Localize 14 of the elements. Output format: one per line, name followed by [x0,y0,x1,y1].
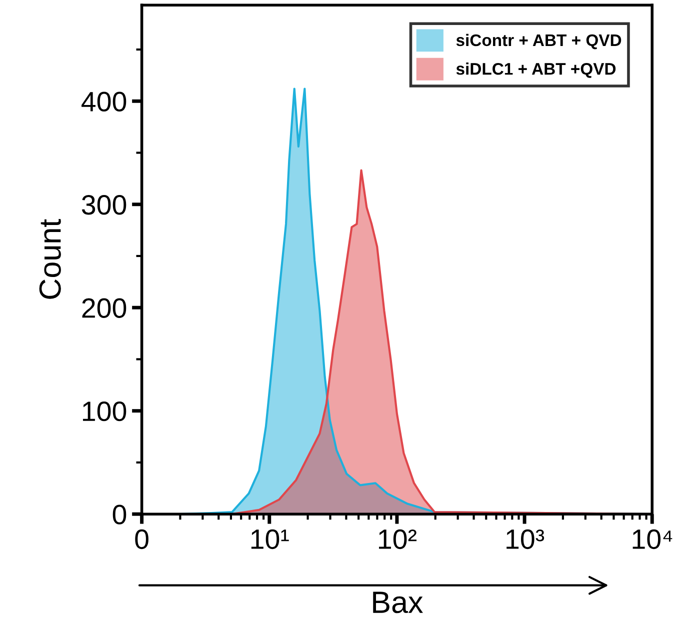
y-axis-title: Count [39,219,61,299]
y-tick-label: 0 [112,504,126,524]
y-tick-label: 400 [82,92,126,112]
x-tick-label: 10¹ [251,529,289,550]
legend-label: siContr + ABT + QVD [456,34,622,50]
x-tick-label: 10³ [506,529,544,550]
legend-label: siDLC1 + ABT +QVD [456,62,616,78]
x-axis-title: Bax [373,592,423,614]
x-tick-label: 10⁴ [632,529,672,550]
x-tick-label: 10² [379,529,417,550]
y-tick-label: 200 [82,298,126,318]
y-tick-label: 300 [82,195,126,215]
y-tick-label: 100 [82,402,126,422]
x-tick-label: 0 [135,529,148,550]
